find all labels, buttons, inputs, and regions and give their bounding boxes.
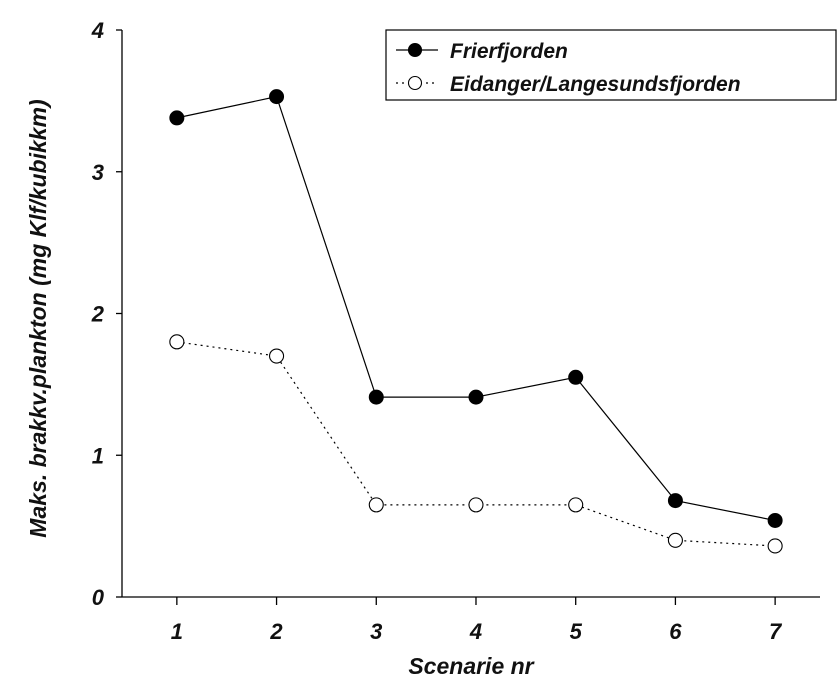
data-point: [468, 497, 484, 513]
legend: Frierfjorden Eidanger/Langesundsfjorden: [385, 29, 837, 101]
y-tick-label: 0: [92, 585, 105, 610]
x-ticks: 1 2 3 4 5 6 7: [171, 597, 783, 644]
series-1: [169, 334, 783, 554]
x-tick-label: 6: [669, 619, 682, 644]
series-line: [176, 341, 776, 547]
y-tick-label: 4: [91, 18, 104, 43]
data-point: [368, 389, 384, 405]
data-point: [269, 89, 285, 105]
x-tick-label: 1: [171, 619, 183, 644]
y-tick-label: 2: [91, 302, 105, 327]
legend-label-frierfjorden: Frierfjorden: [450, 40, 568, 63]
x-tick-label: 7: [769, 619, 783, 644]
data-point: [568, 369, 584, 385]
data-point: [368, 497, 384, 513]
data-point: [169, 334, 185, 350]
data-point: [667, 532, 683, 548]
x-tick-label: 3: [370, 619, 382, 644]
y-axis-title: Maks. brakkv.plankton (mg Klf/kubikkm): [25, 99, 51, 537]
legend-marker-eidanger: [407, 75, 423, 91]
series-layer: [169, 89, 783, 554]
data-point: [568, 497, 584, 513]
data-point: [667, 493, 683, 509]
series-line: [176, 95, 776, 522]
data-point: [468, 389, 484, 405]
data-point: [767, 538, 783, 554]
data-point: [169, 110, 185, 126]
y-ticks: 0 1 2 3 4: [91, 18, 122, 610]
series-0: [169, 89, 783, 528]
axes: [121, 30, 820, 598]
y-tick-label: 3: [92, 160, 104, 185]
legend-label-eidanger: Eidanger/Langesundsfjorden: [450, 73, 741, 96]
y-tick-label: 1: [92, 443, 104, 468]
data-point: [269, 348, 285, 364]
legend-box: [385, 29, 837, 101]
legend-marker-frierfjorden: [407, 42, 423, 58]
x-tick-label: 2: [269, 619, 283, 644]
data-point: [767, 512, 783, 528]
x-tick-label: 5: [570, 619, 583, 644]
x-tick-label: 4: [469, 619, 482, 644]
x-axis-title: Scenarie nr: [408, 653, 534, 679]
